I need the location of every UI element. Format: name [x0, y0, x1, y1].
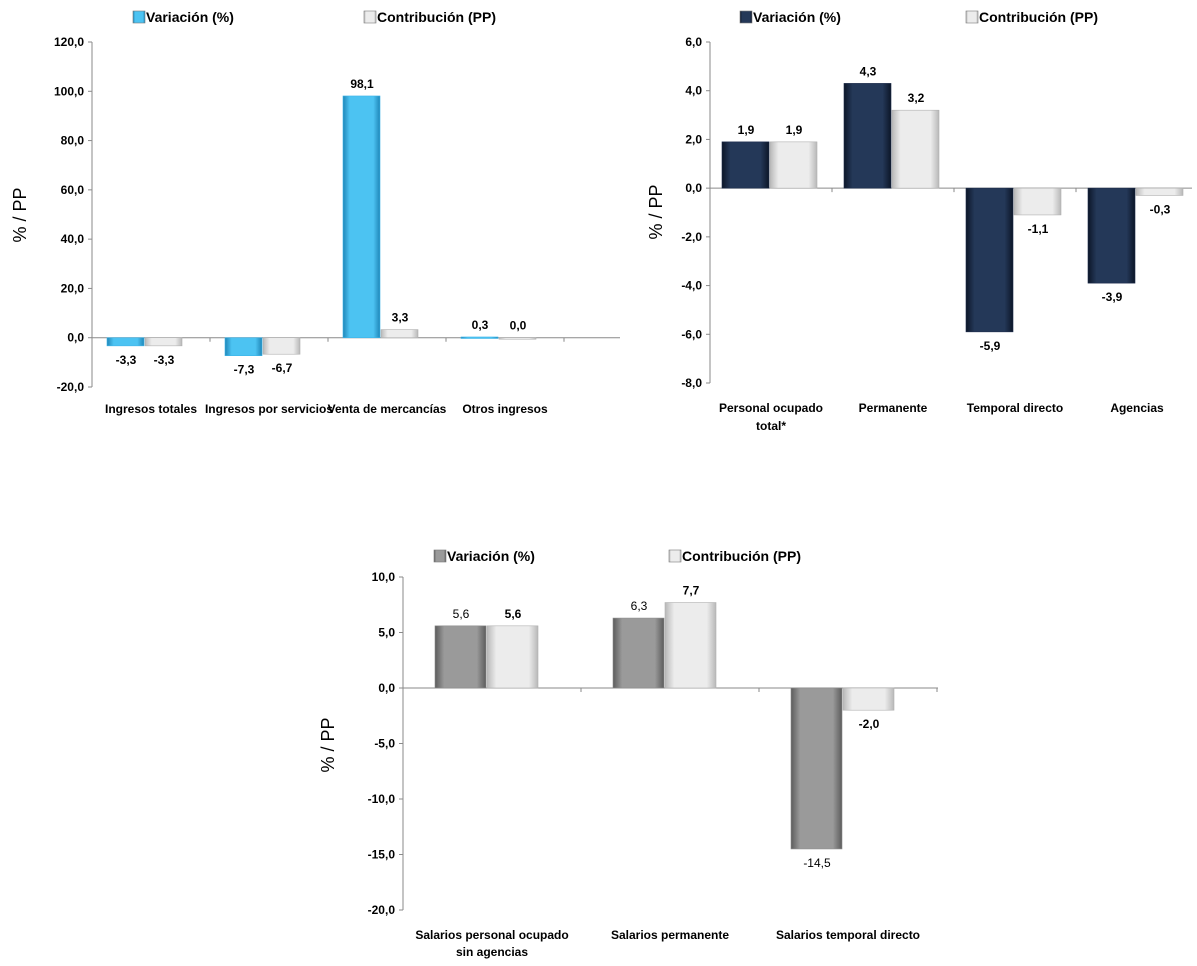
data-label: -3,3: [116, 353, 137, 367]
y-tick-label: 10,0: [372, 570, 396, 584]
bar-variacion: [843, 83, 892, 189]
bar-variacion: [612, 617, 665, 689]
y-axis-title: % / PP: [10, 187, 30, 242]
data-label: -5,9: [980, 339, 1001, 353]
y-tick-label: 5,0: [378, 626, 395, 640]
bar-contribucion: [144, 337, 183, 347]
legend-label: Variación (%): [146, 9, 234, 25]
y-tick-label: 0,0: [685, 181, 702, 195]
y-axis-title: % / PP: [318, 717, 338, 772]
y-tick-label: 80,0: [61, 134, 85, 148]
x-category-label: Otros ingresos: [462, 402, 548, 416]
y-tick-label: 2,0: [685, 132, 702, 146]
legend-label: Contribución (PP): [979, 9, 1098, 25]
bar-contribucion: [769, 141, 818, 189]
y-tick-label: -5,0: [374, 737, 395, 751]
bar-contribucion: [1013, 187, 1062, 216]
x-category-label: Agencias: [1110, 401, 1164, 415]
y-tick-label: 60,0: [61, 183, 85, 197]
bar-variacion: [434, 625, 487, 689]
y-tick-label: 40,0: [61, 232, 85, 246]
data-label: 0,0: [510, 319, 527, 333]
y-tick-label: -20,0: [57, 380, 85, 394]
x-category-label: Salarios permanente: [611, 928, 729, 942]
y-tick-label: -2,0: [681, 230, 702, 244]
bar-contribucion: [262, 337, 301, 355]
y-tick-label: 20,0: [61, 281, 85, 295]
y-tick-label: -8,0: [681, 376, 702, 390]
x-category-label: Temporal directo: [967, 401, 1063, 415]
x-category-label: Permanente: [859, 401, 928, 415]
data-label: 3,2: [908, 91, 925, 105]
bar-variacion: [721, 141, 770, 189]
bar-variacion: [342, 95, 381, 339]
bar-variacion: [460, 336, 499, 339]
x-category-label: Ingresos totales: [105, 402, 197, 416]
legend-label: Variación (%): [447, 548, 535, 564]
legend-swatch: [739, 10, 753, 24]
data-label: -14,5: [803, 856, 831, 870]
bar-contribucion: [380, 329, 419, 339]
data-label: -3,3: [154, 353, 175, 367]
bar-contribucion: [498, 337, 537, 340]
data-label: -0,3: [1150, 202, 1171, 216]
data-label: -2,0: [859, 717, 880, 731]
x-category-label: Venta de mercancías: [328, 402, 447, 416]
y-tick-label: 0,0: [378, 681, 395, 695]
legend-label: Contribución (PP): [682, 548, 801, 564]
bar-contribucion: [1135, 187, 1184, 196]
x-category-label: Ingresos por servicios: [205, 402, 333, 416]
bar-contribucion: [664, 602, 717, 689]
data-label: 0,3: [472, 318, 489, 332]
data-label: 3,3: [392, 311, 409, 325]
chart-personal-ocupado: -8,0 -6,0 -4,0 -2,0 0,0 2,0 4,0 6,0 % / PP 1,9 1,9…: [646, 9, 1192, 433]
x-category-label: Salarios temporal directo: [776, 928, 920, 942]
chart-ingresos: -20,0 0,0 20,0 40,0 60,0 80,0 100,0 120,0 % / PP…: [10, 9, 620, 416]
legend-swatch: [433, 549, 447, 563]
legend-swatch: [965, 10, 979, 24]
legend-swatch: [668, 549, 682, 563]
legend-label: Contribución (PP): [377, 9, 496, 25]
data-label: 1,9: [786, 123, 803, 137]
y-tick-label: 0,0: [67, 331, 84, 345]
bar-variacion: [224, 337, 263, 357]
y-tick-label: -20,0: [368, 903, 396, 917]
legend-swatch: [132, 10, 146, 24]
data-label: 4,3: [860, 64, 877, 78]
legend-label: Variación (%): [753, 9, 841, 25]
bar-contribucion: [486, 625, 539, 689]
data-label: -3,9: [1102, 290, 1123, 304]
data-label: 5,6: [453, 607, 470, 621]
data-label: 98,1: [350, 77, 374, 91]
x-category-label: Personal ocupado total*: [719, 401, 823, 433]
y-axis-title: % / PP: [646, 184, 666, 239]
data-label: -1,1: [1028, 222, 1049, 236]
bar-contribucion: [842, 687, 895, 711]
data-label: 1,9: [738, 123, 755, 137]
bar-variacion: [790, 687, 843, 850]
y-tick-label: 4,0: [685, 84, 702, 98]
data-label: -7,3: [234, 363, 255, 377]
data-label: -6,7: [272, 361, 293, 375]
data-label: 5,6: [505, 607, 522, 621]
y-tick-label: -4,0: [681, 279, 702, 293]
chart-salarios: -20,0 -15,0 -10,0 -5,0 0,0 5,0 10,0 % / PP 5,6 5,…: [318, 548, 938, 959]
data-label: 7,7: [683, 584, 700, 598]
data-label: 6,3: [631, 599, 648, 613]
bar-contribucion: [891, 109, 940, 189]
legend-swatch: [363, 10, 377, 24]
y-tick-label: -10,0: [368, 792, 396, 806]
bar-variacion: [106, 337, 145, 347]
y-tick-label: 100,0: [54, 84, 84, 98]
y-tick-label: 6,0: [685, 35, 702, 49]
bar-variacion: [965, 187, 1014, 333]
y-tick-label: -6,0: [681, 327, 702, 341]
x-category-label: Salarios personal ocupado sin agencias: [415, 928, 568, 959]
y-tick-label: -15,0: [368, 848, 396, 862]
y-tick-label: 120,0: [54, 35, 84, 49]
bar-variacion: [1087, 187, 1136, 284]
